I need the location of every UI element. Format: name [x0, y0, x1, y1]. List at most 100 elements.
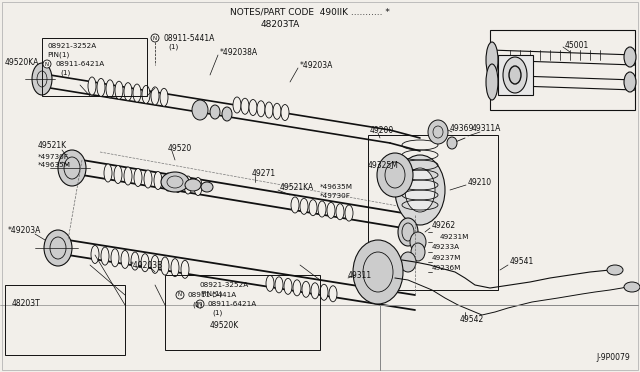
Ellipse shape [141, 254, 149, 272]
Text: 49231M: 49231M [440, 234, 469, 240]
Text: N: N [198, 301, 202, 307]
Text: *49730F: *49730F [320, 193, 351, 199]
Ellipse shape [134, 169, 142, 186]
Text: 45001: 45001 [565, 41, 589, 49]
Ellipse shape [131, 252, 139, 270]
Ellipse shape [249, 100, 257, 116]
Ellipse shape [291, 197, 299, 213]
Ellipse shape [32, 63, 52, 95]
Text: 08911-6421A: 08911-6421A [55, 61, 104, 67]
Text: 49369: 49369 [450, 124, 474, 132]
Ellipse shape [181, 260, 189, 278]
Ellipse shape [353, 240, 403, 304]
Text: *49203A: *49203A [8, 225, 42, 234]
Ellipse shape [91, 246, 99, 263]
Text: 49236M: 49236M [432, 265, 461, 271]
Text: N: N [178, 292, 182, 298]
Text: 49521K: 49521K [38, 141, 67, 150]
Ellipse shape [154, 171, 162, 189]
Ellipse shape [273, 103, 281, 119]
Ellipse shape [447, 137, 457, 149]
Ellipse shape [309, 200, 317, 216]
Ellipse shape [486, 64, 498, 100]
Text: 49311A: 49311A [472, 124, 501, 132]
Circle shape [196, 300, 204, 308]
Ellipse shape [275, 277, 283, 293]
Ellipse shape [161, 172, 189, 192]
Ellipse shape [115, 81, 123, 99]
Text: J-9P0079: J-9P0079 [596, 353, 630, 362]
Ellipse shape [106, 80, 114, 98]
Ellipse shape [257, 101, 265, 117]
Ellipse shape [114, 166, 122, 183]
Ellipse shape [101, 247, 109, 265]
Bar [42, 38, 147, 96]
Text: 49520: 49520 [168, 144, 192, 153]
Ellipse shape [607, 265, 623, 275]
Ellipse shape [311, 283, 319, 299]
Ellipse shape [161, 257, 169, 275]
Text: 49200: 49200 [370, 125, 394, 135]
Ellipse shape [210, 105, 220, 119]
Bar [490, 30, 635, 110]
Text: (1): (1) [168, 44, 179, 50]
Text: 49542: 49542 [460, 315, 484, 324]
Ellipse shape [624, 47, 636, 67]
Text: 49271: 49271 [252, 169, 276, 177]
Ellipse shape [293, 280, 301, 296]
Text: NOTES/PART CODE  490llK ........... *: NOTES/PART CODE 490llK ........... * [230, 7, 390, 16]
Ellipse shape [164, 173, 172, 191]
Ellipse shape [58, 150, 86, 186]
Ellipse shape [336, 204, 344, 220]
Text: 08911-6421A: 08911-6421A [208, 301, 257, 307]
Ellipse shape [302, 281, 310, 297]
Ellipse shape [509, 66, 521, 84]
Ellipse shape [44, 230, 72, 266]
Text: 49521KA: 49521KA [280, 183, 314, 192]
Ellipse shape [265, 102, 273, 118]
Text: 49520KA: 49520KA [5, 58, 40, 67]
Ellipse shape [318, 201, 326, 217]
Ellipse shape [222, 107, 232, 121]
Text: (1): (1) [60, 70, 70, 76]
Text: 49233A: 49233A [432, 244, 460, 250]
Text: *49730F: *49730F [38, 154, 69, 160]
Text: *49635M: *49635M [320, 184, 353, 190]
Ellipse shape [194, 177, 202, 196]
Bar [165, 275, 320, 350]
Ellipse shape [266, 275, 274, 291]
Ellipse shape [151, 87, 159, 105]
Text: 49311: 49311 [348, 270, 372, 279]
Text: 49520K: 49520K [210, 321, 239, 330]
Text: 49325M: 49325M [368, 160, 399, 170]
Text: 48203TA: 48203TA [260, 19, 300, 29]
Text: 08921-3252A: 08921-3252A [47, 43, 96, 49]
Ellipse shape [201, 182, 213, 192]
Text: (1): (1) [192, 302, 202, 308]
Ellipse shape [233, 97, 241, 113]
Ellipse shape [405, 168, 435, 212]
Ellipse shape [241, 98, 249, 114]
Bar [368, 135, 498, 290]
Text: *49203B: *49203B [130, 260, 163, 269]
Text: 08921-3252A: 08921-3252A [200, 282, 249, 288]
Ellipse shape [486, 42, 498, 78]
Ellipse shape [503, 57, 527, 93]
Text: 08911-5441A: 08911-5441A [188, 292, 237, 298]
Ellipse shape [327, 202, 335, 218]
Text: *49635M: *49635M [38, 162, 71, 168]
Ellipse shape [121, 250, 129, 269]
Bar [5, 285, 125, 355]
Text: 49262: 49262 [432, 221, 456, 230]
Ellipse shape [144, 170, 152, 188]
Ellipse shape [133, 84, 141, 102]
Ellipse shape [624, 72, 636, 92]
Ellipse shape [329, 286, 337, 302]
Ellipse shape [142, 86, 150, 103]
Ellipse shape [104, 164, 112, 182]
Ellipse shape [377, 153, 413, 197]
Ellipse shape [151, 255, 159, 273]
Text: 49237M: 49237M [432, 255, 461, 261]
Ellipse shape [192, 100, 208, 120]
Ellipse shape [171, 259, 179, 277]
